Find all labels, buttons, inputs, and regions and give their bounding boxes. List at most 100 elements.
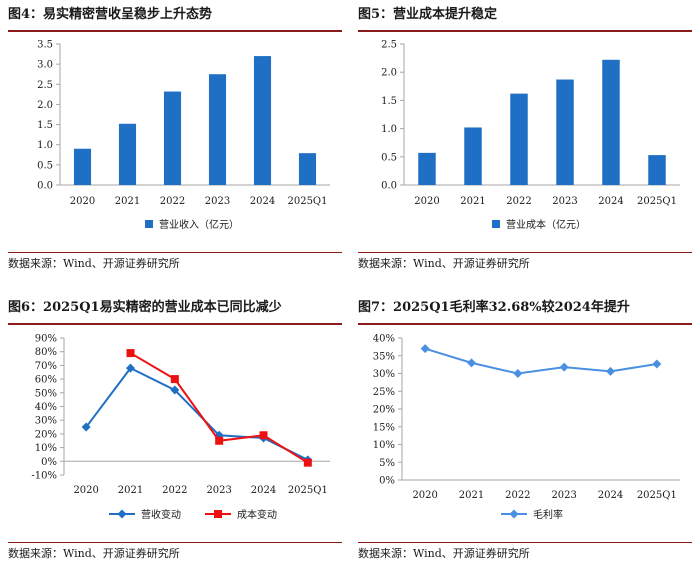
- fig5-x-tick-label: 2022: [506, 196, 531, 207]
- figure-7-chart: 0% 5% 10% 15% 20% 25% 30% 35% 40% 2020 2021 2022 202…: [373, 334, 680, 521]
- figure-7-top-rule: [358, 323, 692, 325]
- fig7-point: [559, 362, 569, 372]
- figure-4-title: 图4：易实精密营收呈稳步上升态势: [8, 7, 213, 22]
- fig5-bar: [602, 59, 620, 185]
- figure-6-top-rule: [8, 323, 342, 325]
- fig6-x-tick-label: 2025Q1: [288, 485, 328, 496]
- fig7-x-tick-label: 2022: [505, 490, 530, 501]
- fig6-series-line: [129, 352, 309, 464]
- fig5-y-tick-label: 1.0: [381, 124, 397, 135]
- fig7-y-tick-label: 40%: [373, 334, 395, 345]
- figure-6-title: 图6：2025Q1易实精密的营业成本已同比减少: [8, 300, 282, 315]
- fig5-bar: [556, 79, 574, 185]
- fig6-x-tick-label: 2020: [73, 485, 98, 496]
- fig6-point: [303, 458, 312, 467]
- fig6-point: [126, 349, 135, 358]
- fig7-legend-label: 毛利率: [533, 508, 563, 521]
- figure-5-bottom-rule: [358, 252, 692, 253]
- fig4-x-tick-label: 2022: [160, 196, 185, 207]
- figure-5-panel: 图5：营业成本提升稳定 0.0 0.5 1.0 1.5 2.0 2.5 2020 2021 20…: [358, 4, 692, 280]
- fig4-y-tick-label: 3.0: [37, 60, 53, 71]
- fig7-point: [652, 359, 662, 369]
- fig6-y-tick-label: 80%: [35, 347, 57, 358]
- fig5-x-tick-label: 2020: [414, 196, 439, 207]
- fig4-y-tick-label: 0.0: [37, 181, 53, 192]
- fig6-x-tick-label: 2022: [162, 485, 187, 496]
- fig6-point: [126, 363, 135, 373]
- fig5-bar: [464, 127, 482, 185]
- fig7-x-tick-label: 2020: [412, 490, 437, 501]
- fig6-legend-label: 成本变动: [237, 508, 277, 521]
- figure-7-source: 数据来源：Wind、开源证券研究所: [358, 547, 530, 560]
- fig7-y-tick-label: 5%: [379, 458, 395, 469]
- fig6-legend-marker: [214, 510, 222, 518]
- fig4-bar: [118, 123, 137, 185]
- fig5-y-tick-label: 2.5: [381, 40, 397, 51]
- fig7-point: [606, 366, 615, 376]
- fig6-x-tick-label: 2024: [251, 485, 276, 496]
- figure-6-chart: -10% 0% 10% 20% 30% 40% 50% 60% 70% 80% 90% 2020 202…: [31, 334, 330, 521]
- fig6-legend-marker: [117, 509, 127, 519]
- fig4-y-tick-label: 2.0: [37, 100, 53, 111]
- fig7-legend-marker: [509, 509, 519, 519]
- fig6-y-tick-label: 90%: [35, 334, 57, 345]
- fig5-legend-swatch: [492, 220, 500, 228]
- figure-5-top-rule: [358, 30, 692, 32]
- fig7-y-tick-label: 0%: [379, 476, 395, 487]
- fig6-y-tick-label: -10%: [31, 471, 57, 482]
- fig6-y-tick-label: 20%: [35, 429, 57, 440]
- fig7-y-tick-label: 35%: [373, 351, 395, 362]
- fig4-legend-swatch: [145, 220, 153, 228]
- figure-6-bottom-rule: [8, 542, 342, 543]
- fig5-bar: [418, 152, 436, 185]
- fig5-bar: [510, 93, 528, 185]
- fig5-bar: [648, 155, 666, 185]
- fig7-point: [420, 344, 430, 354]
- fig7-x-tick-label: 2024: [598, 490, 623, 501]
- fig6-y-tick-label: 70%: [35, 361, 57, 372]
- fig7-point: [513, 369, 523, 378]
- fig6-y-tick-label: 50%: [35, 388, 57, 399]
- fig6-legend-label: 营收变动: [141, 508, 181, 521]
- figure-7-title: 图7：2025Q1毛利率32.68%较2024年提升: [358, 300, 630, 315]
- figure-6-panel: 图6：2025Q1易实精密的营业成本已同比减少 -10% 0% 10% 20% 30% 4…: [8, 297, 342, 565]
- fig4-x-tick-label: 2020: [70, 196, 95, 207]
- fig4-x-tick-label: 2024: [250, 196, 275, 207]
- fig6-point: [81, 422, 91, 432]
- fig5-x-tick-label: 2025Q1: [637, 196, 677, 207]
- fig4-y-tick-label: 0.5: [37, 160, 53, 171]
- fig4-x-tick-label: 2025Q1: [287, 196, 327, 207]
- fig4-x-tick-label: 2023: [205, 196, 230, 207]
- fig6-series-line: [85, 366, 309, 461]
- fig7-point: [467, 358, 476, 368]
- figure-4-panel: 图4：易实精密营收呈稳步上升态势 0.0 0.5 1.0 1.5 2.0 2.5 3.0 3.…: [8, 4, 342, 280]
- figure-4-source: 数据来源：Wind、开源证券研究所: [8, 257, 180, 270]
- fig5-y-tick-label: 0.5: [381, 152, 397, 163]
- fig7-x-tick-label: 2023: [551, 490, 576, 501]
- fig4-y-tick-label: 1.5: [37, 120, 53, 131]
- fig6-y-tick-label: 40%: [35, 402, 57, 413]
- fig5-legend-label: 营业成本（亿元）: [506, 218, 586, 231]
- fig4-y-tick-label: 1.0: [37, 140, 53, 151]
- fig6-y-tick-label: 10%: [35, 443, 57, 454]
- fig7-y-tick-label: 20%: [373, 405, 395, 416]
- fig5-x-tick-label: 2021: [460, 196, 485, 207]
- fig6-x-tick-label: 2023: [206, 485, 231, 496]
- figure-5-title: 图5：营业成本提升稳定: [358, 7, 498, 22]
- fig6-point: [170, 375, 179, 384]
- figure-4-chart: 0.0 0.5 1.0 1.5 2.0 2.5 3.0 3.5 2020 2021 2022 2023…: [37, 40, 330, 231]
- figure-6-source: 数据来源：Wind、开源证券研究所: [8, 547, 180, 560]
- figure-7-panel: 图7：2025Q1毛利率32.68%较2024年提升 0% 5% 10% 15% 20%…: [358, 297, 692, 565]
- figure-7-bottom-rule: [358, 542, 692, 543]
- fig6-point: [170, 385, 180, 395]
- fig4-y-tick-label: 2.5: [37, 80, 53, 91]
- fig4-bar: [253, 56, 272, 185]
- fig6-y-tick-label: 60%: [35, 375, 57, 386]
- fig5-y-tick-label: 2.0: [381, 68, 397, 79]
- fig4-bar: [163, 91, 182, 185]
- fig6-y-tick-label: 30%: [35, 416, 57, 427]
- fig7-y-tick-label: 30%: [373, 369, 395, 380]
- fig4-y-tick-label: 3.5: [37, 40, 53, 51]
- fig7-y-tick-label: 25%: [373, 387, 395, 398]
- figure-5-source: 数据来源：Wind、开源证券研究所: [358, 257, 530, 270]
